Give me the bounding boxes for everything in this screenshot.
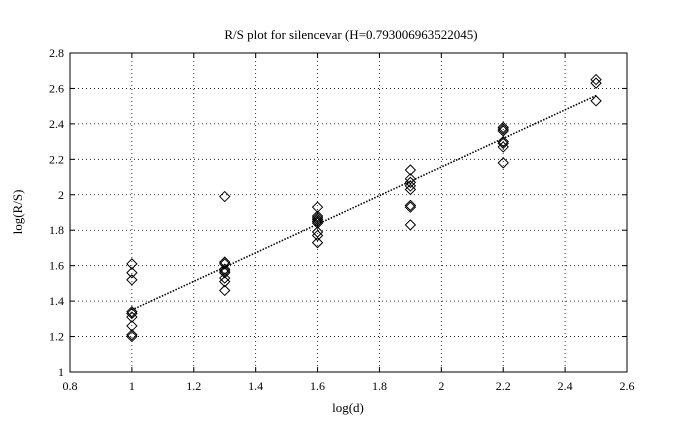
data-point [311, 210, 324, 222]
y-tick-label: 2.8 [49, 46, 64, 60]
data-point [404, 201, 417, 213]
y-axis-label: log(R/S) [10, 190, 25, 235]
grid [70, 53, 627, 372]
fit-line-group [131, 94, 597, 311]
data-point [497, 141, 509, 153]
data-point [219, 272, 231, 284]
points [126, 73, 602, 343]
y-tick-label: 1.8 [49, 223, 64, 237]
data-point [497, 121, 509, 134]
data-point [311, 212, 324, 224]
x-tick-label: 1.4 [248, 379, 263, 393]
data-point [126, 267, 138, 279]
x-tick-label: 1.6 [310, 379, 325, 393]
data-point [219, 275, 231, 288]
data-point [404, 219, 417, 231]
data-point [126, 274, 138, 286]
y-tick-label: 2.4 [49, 117, 64, 131]
data-point [219, 284, 231, 297]
data-point [404, 199, 417, 212]
chart-title: R/S plot for silencevar (H=0.79300696352… [224, 27, 477, 42]
x-tick-label: 1.2 [186, 379, 201, 393]
data-point [404, 180, 417, 192]
data-point [311, 213, 324, 226]
plot-frame [69, 52, 628, 373]
data-point [126, 330, 138, 343]
data-point [497, 135, 509, 148]
y-tick-label: 1.4 [49, 294, 64, 308]
data-point [404, 164, 417, 176]
x-tick-label: 1.8 [372, 379, 387, 393]
data-point [311, 229, 324, 242]
y-tick-label: 2 [58, 188, 64, 202]
x-tick-label: 0.8 [63, 379, 78, 393]
y-tick-label: 1.6 [49, 259, 64, 273]
y-tick-label: 1.2 [49, 330, 64, 344]
x-tick-label: 2.6 [620, 379, 635, 393]
data-point [590, 73, 602, 86]
data-point [126, 258, 138, 270]
data-point [219, 258, 231, 270]
data-point [590, 95, 602, 107]
data-point [497, 137, 509, 150]
fit-line [131, 94, 597, 311]
x-axis-label: log(d) [332, 400, 364, 415]
x-tick-label: 1 [129, 379, 135, 393]
x-tick-label: 2.2 [496, 379, 511, 393]
data-point [219, 263, 231, 275]
data-point [219, 267, 231, 279]
data-point [311, 236, 324, 249]
data-point [404, 176, 417, 189]
data-point [126, 306, 138, 318]
y-tick-label: 1 [58, 365, 64, 379]
x-tick-label: 2.4 [558, 379, 573, 393]
data-point [126, 307, 138, 320]
data-point [311, 217, 324, 229]
data-point [497, 157, 509, 169]
data-point [219, 190, 231, 203]
y-tick-label: 2.2 [49, 152, 64, 166]
data-point [126, 311, 138, 323]
data-point [126, 329, 138, 341]
y-tick-label: 2.6 [49, 81, 64, 95]
x-tick-label: 2 [438, 379, 444, 393]
ticks: 0.8 1 1.2 1.4 1.6 1.8 2 2.2 2.4 2.611.21.41.61.82… [49, 46, 635, 393]
data-point [590, 77, 602, 89]
data-point [404, 183, 417, 196]
data-point [497, 123, 509, 135]
